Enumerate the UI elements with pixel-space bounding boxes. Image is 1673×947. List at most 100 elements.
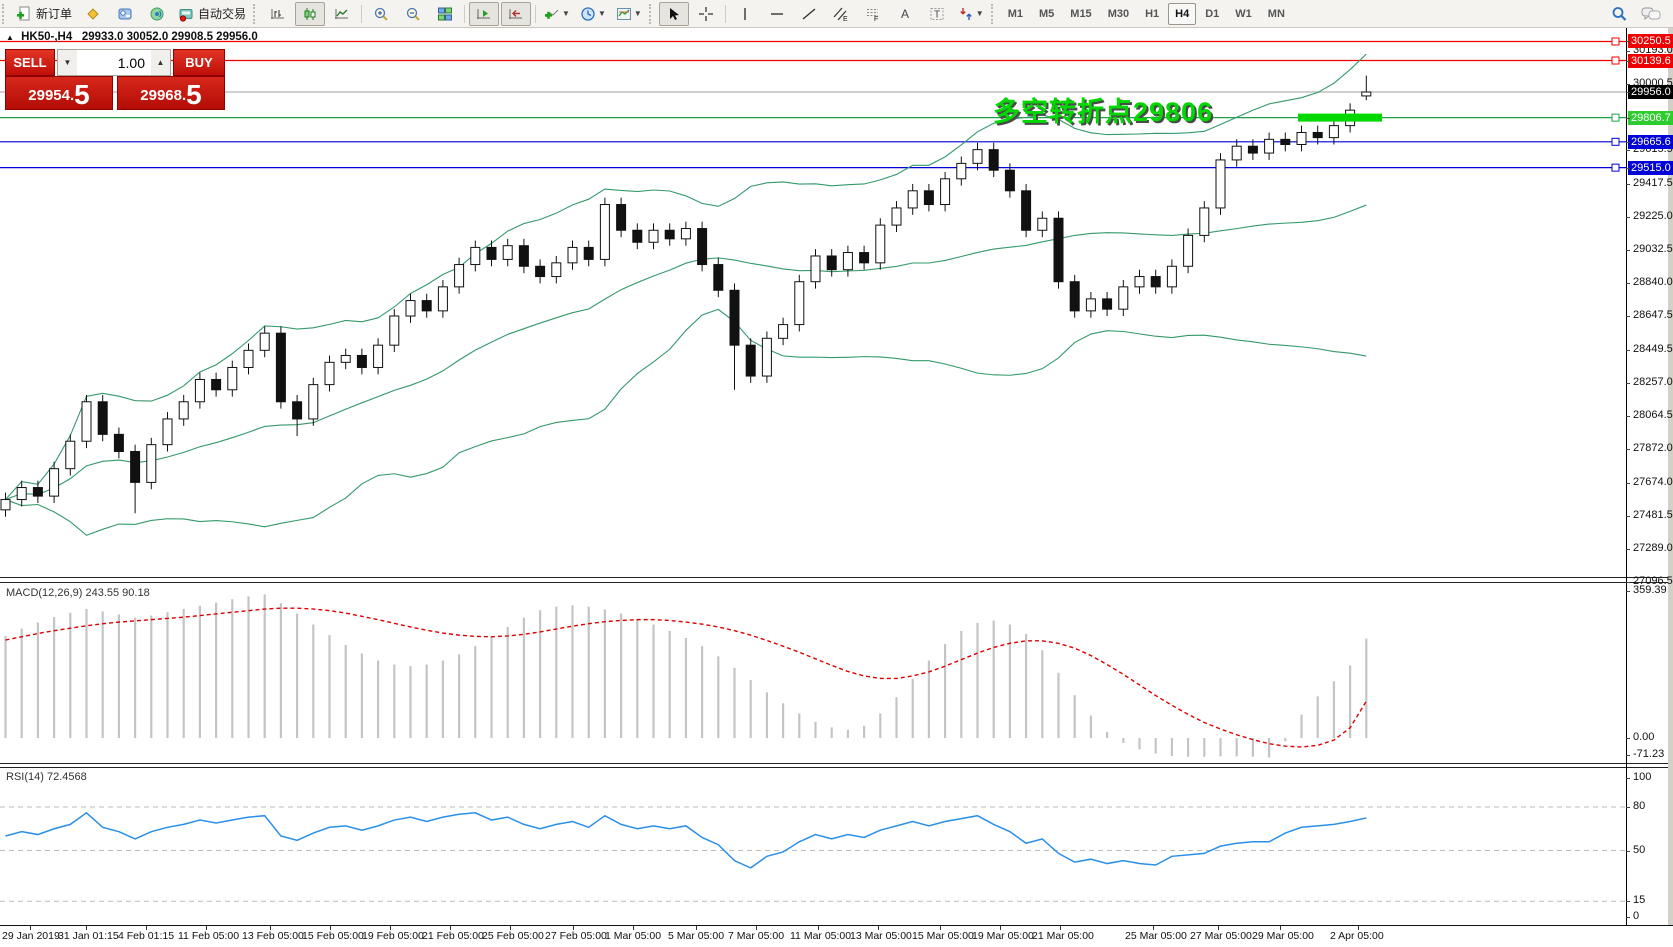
bull-candle	[778, 324, 789, 339]
market-watch-button[interactable]	[110, 2, 140, 26]
bull-candle	[1361, 91, 1372, 97]
axis-tick-mark	[1626, 84, 1630, 86]
volume-input[interactable]	[77, 50, 151, 75]
toolbar-grip[interactable]	[990, 3, 998, 24]
toolbar-grip[interactable]	[253, 3, 260, 24]
bull-candle	[49, 468, 60, 497]
axis-tick-mark	[1626, 738, 1630, 739]
periods-button[interactable]: ▼	[576, 2, 610, 26]
axis-tick-mark	[1626, 807, 1630, 808]
sell-price-display[interactable]: 29954. 5	[5, 76, 113, 110]
trendline-button[interactable]	[794, 2, 824, 26]
candlestick-chart-button[interactable]	[295, 1, 326, 26]
timeframe-d1-button[interactable]: D1	[1205, 7, 1220, 20]
indicators-button[interactable]: ▼	[540, 2, 574, 26]
time-tick-mark	[1358, 926, 1359, 930]
axis-tick-mark	[1626, 449, 1630, 451]
bear-candle	[356, 354, 367, 368]
bear-candle	[1004, 169, 1015, 192]
main-chart-pane[interactable]	[0, 28, 1626, 577]
time-tick-mark	[330, 926, 331, 930]
text-label-button[interactable]: T	[922, 2, 952, 26]
level-line-handle	[1611, 37, 1620, 46]
timeframe-w1-button[interactable]: W1	[1235, 7, 1252, 20]
price-tick-label: 28064.5	[1633, 409, 1673, 422]
zoom-in-button[interactable]	[366, 2, 396, 26]
level-line-handle	[1611, 163, 1620, 172]
bull-candle	[437, 286, 448, 312]
timeframe-m5-button[interactable]: M5	[1039, 7, 1055, 20]
axis-tick-mark	[1626, 901, 1630, 903]
toolbar-grip[interactable]	[2, 3, 9, 24]
bollinger-upper-band	[5, 53, 1367, 500]
trend-segment[interactable]	[1298, 113, 1382, 122]
buy-button[interactable]: BUY	[173, 49, 225, 76]
chat-button[interactable]	[1636, 2, 1666, 26]
cursor-button[interactable]	[658, 1, 689, 26]
collapse-marker-icon[interactable]: ▲	[6, 33, 14, 42]
bear-candle	[113, 433, 124, 453]
templates-button[interactable]: ▼	[612, 2, 646, 26]
level-line-handle	[1611, 113, 1620, 122]
timeframe-m1-button[interactable]: M1	[1007, 7, 1023, 20]
timeframe-h1-button[interactable]: H1	[1145, 7, 1160, 20]
chart-shift-button[interactable]	[501, 1, 532, 26]
buy-price-display[interactable]: 29968. 5	[117, 76, 225, 110]
bull-candle	[81, 401, 92, 442]
timeframe-mn-button[interactable]: MN	[1267, 7, 1285, 20]
crosshair-button[interactable]	[691, 2, 721, 26]
chart-annotation-text[interactable]: 多空转折点29806	[993, 97, 1214, 127]
line-chart-button[interactable]	[327, 2, 357, 26]
volume-decrease-button[interactable]: ▼	[58, 50, 77, 75]
time-axis[interactable]: 29 Jan 2019 31 Jan 01:15 4 Feb 01:15 11 Feb…	[0, 925, 1673, 947]
bull-candle	[16, 487, 27, 501]
search-icon	[1610, 5, 1628, 23]
rsi-pane[interactable]	[0, 768, 1626, 925]
zoom-out-button[interactable]	[398, 2, 428, 26]
bull-candle	[194, 378, 205, 403]
pane-splitter[interactable]	[0, 763, 1673, 764]
bear-candle	[97, 401, 108, 435]
pane-splitter[interactable]	[0, 577, 1673, 578]
chevron-down-icon: ▼	[975, 9, 984, 18]
bear-candle	[486, 246, 497, 260]
timeframe-h4-button[interactable]: H4	[1168, 2, 1197, 25]
timeframe-toolbar: M1 M5 M15 M30 H1 H4 D1 W1 MN	[1000, 2, 1293, 25]
vertical-line-button[interactable]	[730, 2, 760, 26]
pane-splitter[interactable]	[0, 582, 1673, 583]
equidistant-channel-button[interactable]: E	[826, 2, 856, 26]
bull-candle	[1215, 159, 1226, 209]
time-tick-mark	[878, 926, 879, 930]
bear-candle	[713, 264, 724, 291]
sell-button[interactable]: SELL	[5, 49, 55, 76]
axis-tick-mark	[1626, 778, 1630, 779]
text-button[interactable]: A	[890, 2, 920, 26]
tile-windows-button[interactable]	[430, 2, 460, 26]
bear-candle	[1102, 298, 1113, 310]
bear-candle	[1021, 190, 1032, 231]
fibonacci-button[interactable]: F	[858, 2, 888, 26]
bull-candle	[65, 440, 76, 470]
bar-chart-button[interactable]	[263, 2, 293, 26]
auto-scroll-button[interactable]	[469, 1, 500, 26]
volume-increase-button[interactable]: ▲	[151, 50, 170, 75]
timeframe-m30-button[interactable]: M30	[1107, 7, 1130, 20]
search-button[interactable]	[1604, 2, 1634, 26]
axis-tick-mark	[1626, 283, 1630, 285]
metaeditor-button[interactable]	[78, 2, 108, 26]
bull-candle	[940, 178, 951, 206]
crosshair-icon	[698, 6, 714, 22]
timeframe-m15-button[interactable]: M15	[1070, 7, 1092, 20]
pane-splitter[interactable]	[0, 767, 1673, 768]
signals-button[interactable]	[142, 2, 172, 26]
toolbar-grip[interactable]	[648, 3, 656, 24]
bull-candle	[389, 315, 400, 346]
new-order-button[interactable]: 新订单	[12, 2, 76, 26]
macd-pane[interactable]	[0, 583, 1626, 763]
horizontal-line-button[interactable]	[762, 2, 792, 26]
autotrading-button[interactable]: 自动交易	[174, 2, 250, 26]
axis-tick-mark	[1626, 167, 1630, 169]
arrows-button[interactable]: ▼	[954, 2, 988, 26]
price-tick-label: 28647.5	[1633, 309, 1673, 322]
chevron-down-icon: ▼	[597, 9, 606, 18]
